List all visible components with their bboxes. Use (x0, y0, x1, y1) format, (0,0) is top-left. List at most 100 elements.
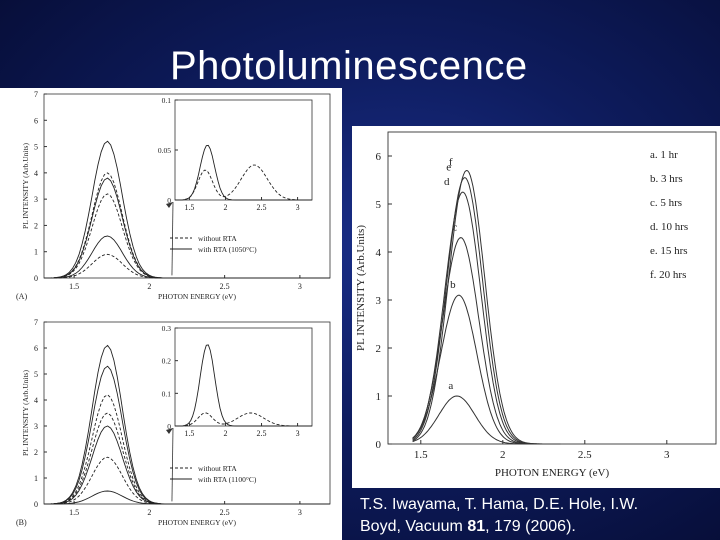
inset-series-line (175, 144, 312, 201)
series-line (412, 177, 561, 445)
y-tick-label: 2 (376, 343, 382, 355)
y-tick-label: 4 (376, 247, 382, 259)
legend-label: with RTA (1050°C) (198, 245, 257, 254)
series-line (44, 490, 330, 505)
y-tick-label: 5 (34, 370, 38, 379)
zoom-arrow (171, 427, 174, 502)
y-axis-label: PL INTENSITY (Arb.Units) (355, 225, 367, 351)
slide-title: Photoluminescence (170, 44, 528, 88)
x-tick-label: 1.5 (414, 449, 428, 461)
y-tick-label: 5 (376, 199, 382, 211)
y-tick-label: 7 (34, 318, 38, 327)
y-tick-label: 0 (376, 439, 382, 451)
inset-y-tick-label: 0.1 (162, 96, 172, 105)
panel-label: (A) (16, 292, 27, 301)
citation-line-2: Boyd, Vacuum 81, 179 (2006). (360, 516, 638, 538)
panel-label: (B) (16, 518, 27, 527)
y-tick-label: 6 (34, 344, 38, 353)
y-tick-label: 2 (34, 448, 38, 457)
legend-entry: b. 3 hrs (650, 173, 683, 185)
series-letter-label: a (448, 380, 453, 392)
y-tick-label: 3 (34, 422, 38, 431)
x-tick-label: 3 (298, 508, 302, 517)
legend-label: with RTA (1100°C) (198, 475, 257, 484)
legend-entry: f. 20 hrs (650, 269, 686, 281)
x-tick-label: 3 (298, 282, 302, 291)
zoom-arrow (171, 201, 174, 276)
inset-x-tick-label: 3 (296, 429, 300, 438)
series-line (44, 456, 330, 505)
inset-frame (174, 327, 313, 427)
inset-series-line (175, 412, 312, 427)
legend-entry: c. 5 hrs (650, 197, 682, 209)
x-axis-label: PHOTON ENERGY (eV) (495, 467, 610, 479)
x-tick-label: 1.5 (69, 508, 79, 517)
chart-a: 0 1 2 3 4 5 6 7 1.5 2 2.5 3 PHOTON ENERGY (eV) PL INT… (16, 90, 331, 301)
x-tick-label: 2 (147, 508, 151, 517)
legend-label: without RTA (198, 464, 237, 473)
y-tick-label: 1 (34, 248, 38, 257)
x-axis-label: PHOTON ENERGY (eV) (158, 518, 236, 527)
series-letter-label: f (449, 156, 453, 168)
inset-y-tick-label: 0.05 (158, 146, 171, 155)
series-line (44, 253, 330, 279)
x-tick-label: 2.5 (578, 449, 592, 461)
y-tick-label: 1 (376, 391, 382, 403)
y-tick-label: 5 (34, 143, 38, 152)
x-tick-label: 2 (147, 282, 151, 291)
series-letter-label: d (444, 176, 450, 188)
legend-label: without RTA (198, 234, 237, 243)
inset-x-tick-label: 2 (223, 203, 227, 212)
zoom-arrow-head (166, 428, 173, 434)
citation-pages-year: , 179 (2006). (485, 518, 576, 535)
y-tick-label: 0 (34, 500, 38, 509)
legend-entry: a. 1 hr (650, 149, 678, 161)
inset-y-tick-label: 0.3 (162, 324, 172, 333)
x-tick-label: 3 (664, 449, 670, 461)
series-line (412, 395, 561, 445)
citation-volume: 81 (467, 518, 486, 535)
series-line (44, 235, 330, 279)
y-axis-label: PL INTENSITY (Arb.Units) (21, 143, 30, 229)
series-letter-label: e (446, 162, 451, 174)
y-tick-label: 6 (376, 151, 382, 163)
inset-x-tick-label: 2.5 (257, 203, 267, 212)
inset-y-tick-label: 0 (167, 196, 171, 205)
x-tick-label: 1.5 (69, 282, 79, 291)
zoom-arrow-head (166, 202, 173, 208)
series-letter-label: b (450, 279, 456, 291)
y-tick-label: 4 (34, 396, 38, 405)
y-tick-label: 1 (34, 474, 38, 483)
y-tick-label: 3 (34, 195, 38, 204)
citation: T.S. Iwayama, T. Hama, D.E. Hole, I.W. B… (360, 494, 638, 538)
x-tick-label: 2 (500, 449, 506, 461)
inset-x-tick-label: 1.5 (184, 429, 194, 438)
inset-y-tick-label: 0.1 (162, 389, 172, 398)
y-tick-label: 4 (34, 169, 38, 178)
inset-series-line (175, 164, 312, 201)
inset-x-tick-label: 2 (223, 429, 227, 438)
y-tick-label: 3 (376, 295, 382, 307)
y-axis-label: PL INTENSITY (Arb.Units) (21, 370, 30, 456)
inset-x-tick-label: 1.5 (184, 203, 194, 212)
y-tick-label: 7 (34, 90, 38, 99)
y-tick-label: 0 (34, 274, 38, 283)
x-axis-label: PHOTON ENERGY (eV) (158, 292, 236, 301)
right-figure-panel: 0 1 2 3 4 5 6 1.5 2 2.5 3 PHOTON ENERGY (eV) PL INTE… (352, 126, 720, 488)
series-line (412, 169, 561, 445)
x-tick-label: 2.5 (220, 282, 230, 291)
inset-x-tick-label: 2.5 (257, 429, 267, 438)
y-tick-label: 6 (34, 116, 38, 125)
citation-line-1: T.S. Iwayama, T. Hama, D.E. Hole, I.W. (360, 496, 639, 513)
inset-x-tick-label: 3 (296, 203, 300, 212)
x-tick-label: 2.5 (220, 508, 230, 517)
chart-b: 0 1 2 3 4 5 6 7 1.5 2 2.5 3 PHOTON ENERGY (eV) PL INT… (16, 318, 331, 527)
legend-entry: d. 10 hrs (650, 221, 688, 233)
inset-y-tick-label: 0.2 (162, 357, 172, 366)
inset-y-tick-label: 0 (167, 422, 171, 431)
left-figure-panel: 0 1 2 3 4 5 6 7 1.5 2 2.5 3 PHOTON ENERGY (eV) PL INT… (0, 88, 342, 540)
legend-entry: e. 15 hrs (650, 245, 688, 257)
chart-c: 0 1 2 3 4 5 6 1.5 2 2.5 3 PHOTON ENERGY (eV) PL INTE… (355, 131, 717, 479)
y-tick-label: 2 (34, 221, 38, 230)
citation-authors-journal: Boyd, Vacuum (360, 518, 468, 535)
